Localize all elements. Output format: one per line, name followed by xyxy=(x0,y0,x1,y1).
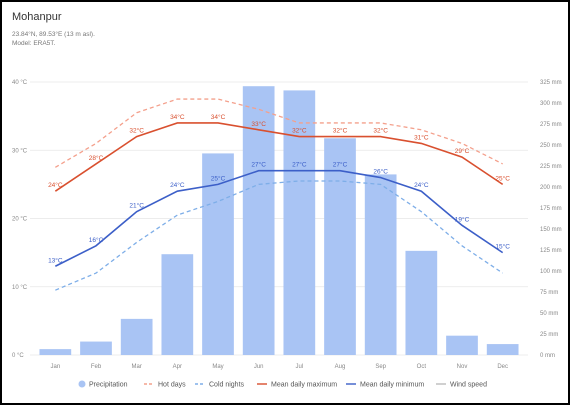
right-tick-label: 125 mm xyxy=(540,248,562,254)
data-label: 25°C xyxy=(211,174,226,182)
data-label: 31°C xyxy=(414,133,429,141)
right-tick-label: 225 mm xyxy=(540,164,562,170)
temperature-lines xyxy=(54,98,504,291)
right-tick-label: 175 mm xyxy=(540,206,562,212)
x-axis-ticks: Jan Feb Mar Apr May Jun Jul Aug Sep Oct Nov Dec xyxy=(50,364,508,370)
left-tick-label: 40 °C xyxy=(12,80,28,86)
data-label: 32°C xyxy=(333,127,348,135)
precipitation-bar xyxy=(405,250,438,355)
right-tick-label: 200 mm xyxy=(540,185,562,191)
chart-subtitle: 23.84°N, 89.53°E (13 m asl). Model: ERA5… xyxy=(12,30,95,48)
data-labels: 24°C 28°C 32°C 34°C 34°C 33°C 32°C 32°C 32°C 31°C… xyxy=(48,113,510,264)
legend-item-cold-nights[interactable]: Cold nights xyxy=(209,382,245,389)
x-tick-label: Jan xyxy=(50,364,60,370)
legend-swatch-precipitation xyxy=(78,380,86,388)
x-tick-label: Jun xyxy=(254,364,264,370)
x-tick-label: Nov xyxy=(457,364,468,370)
x-tick-label: Dec xyxy=(497,364,508,370)
cold-nights-line xyxy=(55,180,504,291)
x-tick-label: Aug xyxy=(335,364,346,370)
precipitation-bar xyxy=(364,174,397,355)
left-tick-label: 30 °C xyxy=(12,148,28,154)
legend: Precipitation Hot days Cold nights Mean dai… xyxy=(78,380,487,389)
legend-item-precipitation[interactable]: Precipitation xyxy=(89,382,128,389)
data-label: 33°C xyxy=(251,120,266,128)
right-tick-label: 100 mm xyxy=(540,269,562,275)
hot-days-line xyxy=(55,98,503,168)
right-axis-ticks: 0 mm 25 mm 50 mm 75 mm 100 mm 125 mm 150 mm 175… xyxy=(540,80,562,359)
data-label: 24°C xyxy=(48,181,63,189)
location-coordinates: 23.84°N, 89.53°E (13 m asl). xyxy=(12,31,95,38)
precipitation-bar xyxy=(446,335,478,355)
precipitation-bar xyxy=(486,344,519,355)
grid-lines xyxy=(30,81,528,356)
right-tick-label: 325 mm xyxy=(540,80,562,86)
x-tick-label: Apr xyxy=(173,364,182,370)
precipitation-bars xyxy=(39,86,519,356)
data-label: 19°C xyxy=(455,215,470,223)
x-tick-label: May xyxy=(212,364,223,370)
precipitation-bar xyxy=(120,318,153,355)
x-tick-label: Mar xyxy=(131,364,141,370)
right-tick-label: 0 mm xyxy=(540,353,555,359)
precipitation-bar xyxy=(202,153,234,355)
right-tick-label: 275 mm xyxy=(540,122,562,128)
legend-item-mean-daily-minimum[interactable]: Mean daily minimum xyxy=(360,382,424,389)
chart-title: Mohanpur xyxy=(12,11,62,23)
left-tick-label: 0 °C xyxy=(12,353,24,359)
right-tick-label: 25 mm xyxy=(540,332,558,338)
data-label: 32°C xyxy=(129,127,144,135)
data-label: 32°C xyxy=(373,127,388,135)
right-tick-label: 150 mm xyxy=(540,227,562,233)
data-label: 16°C xyxy=(89,236,104,244)
right-tick-label: 250 mm xyxy=(540,143,562,149)
legend-item-mean-daily-maximum[interactable]: Mean daily maximum xyxy=(271,382,337,389)
data-label: 27°C xyxy=(251,161,266,169)
model-name: Model: ERA5T. xyxy=(12,40,56,47)
legend-item-hot-days[interactable]: Hot days xyxy=(158,382,186,389)
data-label: 13°C xyxy=(48,256,63,264)
right-tick-label: 50 mm xyxy=(540,311,558,317)
left-axis-ticks: 0 °C 10 °C 20 °C 30 °C 40 °C xyxy=(12,80,28,359)
data-label: 21°C xyxy=(129,202,144,210)
mean-daily-maximum-line xyxy=(54,122,504,192)
data-label: 27°C xyxy=(333,161,348,169)
data-label: 24°C xyxy=(414,181,429,189)
precipitation-bar xyxy=(324,138,356,355)
data-label: 34°C xyxy=(211,113,226,121)
data-label: 25°C xyxy=(495,174,510,182)
data-label: 29°C xyxy=(455,147,470,155)
precipitation-bar xyxy=(39,349,72,355)
data-label: 32°C xyxy=(292,127,307,135)
right-tick-label: 300 mm xyxy=(540,101,562,107)
left-tick-label: 10 °C xyxy=(12,285,28,291)
precipitation-bar xyxy=(80,341,112,355)
x-tick-label: Jul xyxy=(295,364,303,370)
legend-item-wind-speed[interactable]: Wind speed xyxy=(450,382,487,389)
left-tick-label: 20 °C xyxy=(12,217,28,223)
mean-daily-minimum-line xyxy=(54,169,504,267)
data-label: 28°C xyxy=(89,154,104,162)
precipitation-bar xyxy=(161,254,194,355)
x-tick-label: Feb xyxy=(91,364,102,370)
data-label: 15°C xyxy=(495,243,510,251)
data-label: 26°C xyxy=(373,168,388,176)
data-label: 27°C xyxy=(292,161,307,169)
right-tick-label: 75 mm xyxy=(540,290,558,296)
data-label: 34°C xyxy=(170,113,185,121)
data-label: 24°C xyxy=(170,181,185,189)
x-tick-label: Sep xyxy=(375,364,386,370)
x-tick-label: Oct xyxy=(417,364,427,370)
